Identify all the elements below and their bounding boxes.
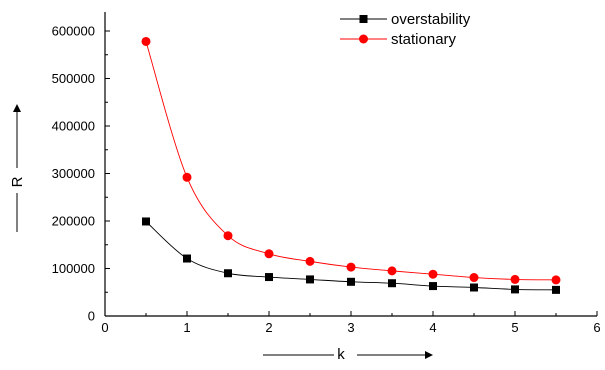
- x-tick-label: 2: [265, 320, 272, 335]
- y-tick-label: 300000: [52, 166, 95, 181]
- y-tick-label: 500000: [52, 71, 95, 86]
- y-tick-label: 400000: [52, 119, 95, 134]
- overstability-data-point: [306, 275, 314, 284]
- stationary-data-point: [141, 36, 151, 46]
- overstability-data-point: [429, 282, 437, 291]
- x-label-arrowhead: [425, 351, 433, 359]
- y-tick-label: 100000: [52, 261, 95, 276]
- axes: 0 1 2 3 4 5 6 0 100000 200000 300000 400000 500000 60…: [13, 12, 601, 359]
- axis-labels: k R: [9, 176, 345, 363]
- series-lines: [145, 41, 557, 291]
- legend-label-overstability: overstability: [391, 11, 471, 28]
- x-axis-label: k: [337, 346, 345, 363]
- x-tick-label: 5: [511, 320, 518, 335]
- y-tick-label: 200000: [52, 214, 95, 229]
- overstability-data-point: [511, 285, 519, 294]
- legend-marker-stationary: [359, 34, 368, 44]
- y-label-arrowhead: [13, 104, 21, 112]
- x-tick-label: 4: [429, 320, 436, 335]
- legend-marker-overstability: [359, 15, 368, 23]
- overstability-data-point: [388, 279, 396, 288]
- x-tick-label: 0: [101, 320, 108, 335]
- overstability-data-point: [142, 217, 150, 226]
- overstability-data-point: [470, 283, 478, 292]
- overstability-data-point: [347, 277, 355, 286]
- stationary-data-point: [510, 274, 520, 284]
- x-tick-label: 1: [183, 320, 190, 335]
- stationary-data-point: [346, 262, 356, 272]
- overstability-data-point: [183, 254, 191, 263]
- stationary-data-point: [182, 172, 192, 182]
- y-tick-label: 0: [88, 309, 95, 324]
- overstability-data-point: [265, 273, 273, 282]
- overstability-data-point: [552, 285, 560, 294]
- stationary-data-point: [305, 256, 315, 266]
- series-markers: [141, 36, 561, 294]
- overstability-data-point: [224, 269, 232, 278]
- stationary-data-point: [387, 266, 397, 276]
- x-tick-label: 6: [593, 320, 600, 335]
- y-axis-label: R: [9, 176, 26, 187]
- stationary-data-point: [469, 273, 479, 283]
- x-tick-label: 3: [347, 320, 354, 335]
- legend: overstability stationary: [340, 11, 471, 48]
- stationary-data-point: [223, 231, 233, 241]
- y-tick-label: 600000: [52, 24, 95, 39]
- stationary-data-point: [551, 275, 561, 285]
- legend-label-stationary: stationary: [391, 31, 457, 48]
- stationary-data-point: [264, 249, 274, 259]
- stationary-data-point: [428, 269, 438, 279]
- stationary-series-line: [145, 41, 557, 281]
